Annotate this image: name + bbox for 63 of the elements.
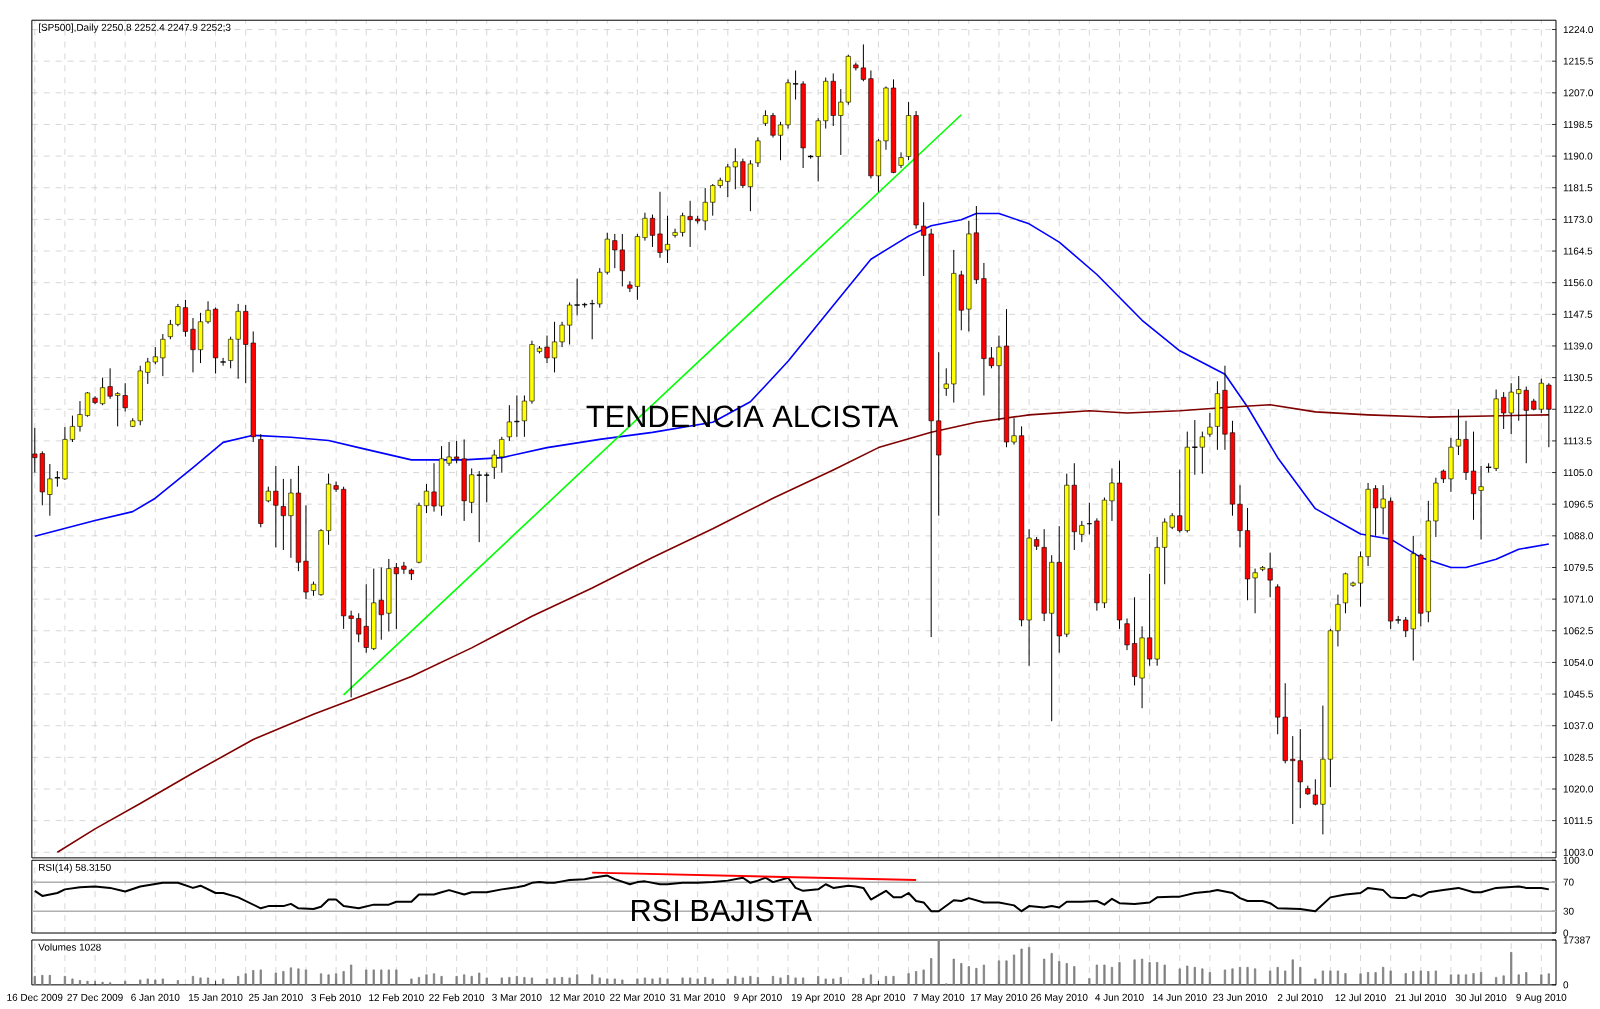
x-tick-label: 9 Aug 2010 — [1516, 993, 1567, 1003]
x-tick-label: 26 May 2010 — [1031, 993, 1088, 1003]
x-tick-label: 12 Jul 2010 — [1335, 993, 1386, 1001]
y-tick-label: 1062.5 — [1563, 627, 1593, 635]
y-tick-label: 1215.5 — [1563, 57, 1593, 65]
x-tick-label: 14 Jun 2010 — [1153, 993, 1207, 1001]
y-tick-label: 1028.5 — [1563, 753, 1593, 761]
x-tick-label: 6 Jan 2010 — [131, 993, 180, 1001]
y-tick-label: 1011.5 — [1563, 816, 1593, 824]
y-tick-label: 100 — [1563, 856, 1580, 864]
y-tick-label: 1147.5 — [1563, 310, 1593, 318]
y-tick-label: 1156.0 — [1563, 278, 1593, 286]
x-tick-label: 3 Mar 2010 — [492, 993, 542, 1001]
y-tick-label: 0 — [1563, 929, 1569, 937]
y-tick-label: 1224.0 — [1563, 25, 1594, 33]
x-tick-label: 21 Jul 2010 — [1395, 993, 1447, 1001]
x-tick-label: 27 Dec 2009 — [67, 993, 123, 1001]
x-tick-label: 23 Jun 2010 — [1213, 993, 1267, 1001]
y-tick-label: 1054.0 — [1563, 658, 1594, 666]
y-tick-label: 1105.0 — [1563, 468, 1593, 476]
x-tick-label: 17 May 2010 — [971, 993, 1028, 1003]
y-tick-label: 1122.0 — [1563, 405, 1593, 413]
x-tick-label: 12 Feb 2010 — [369, 993, 424, 1001]
x-tick-label: 22 Feb 2010 — [429, 993, 485, 1001]
chart-title: Volumes 1028 — [38, 943, 101, 951]
y-tick-label: 1045.5 — [1563, 690, 1593, 698]
y-tick-label: 0 — [1563, 981, 1569, 989]
chart-title: RSI(14) 58.3150 — [39, 863, 111, 873]
x-tick-label: 12 Mar 2010 — [550, 993, 605, 1001]
y-tick-label: 1139.0 — [1563, 342, 1593, 350]
y-tick-label: 1003.0 — [1563, 848, 1594, 856]
annotation: RSI BAJISTA — [632, 899, 812, 922]
y-tick-label: 1130.5 — [1563, 373, 1593, 381]
y-tick-label: 17387 — [1563, 936, 1591, 944]
y-tick-label: 1181.5 — [1563, 183, 1593, 192]
y-tick-label: 1207.0 — [1563, 89, 1594, 97]
x-tick-label: 15 Jan 2010 — [188, 993, 243, 1001]
x-tick-label: 25 Jan 2010 — [249, 993, 303, 1001]
y-tick-label: 1164.5 — [1563, 247, 1593, 255]
y-tick-label: 1020.0 — [1563, 785, 1594, 793]
x-tick-label: 22 Mar 2010 — [610, 993, 665, 1001]
chart-title: [SP500],Daily 2250.8 2252.4 2247.9 2252;3 — [39, 23, 231, 33]
y-tick-label: 1037.0 — [1563, 721, 1594, 729]
y-tick-label: 1096.5 — [1563, 500, 1593, 508]
x-tick-label: 7 May 2010 — [913, 993, 965, 1003]
y-tick-label: 1088.0 — [1563, 532, 1594, 540]
x-tick-label: 4 Jun 2010 — [1095, 993, 1144, 1001]
x-tick-label: 16 Dec 2009 — [7, 993, 63, 1001]
x-tick-label: 28 Apr 2010 — [851, 993, 906, 1003]
y-tick-label: 1071.0 — [1563, 595, 1594, 603]
x-tick-label: 30 Jul 2010 — [1455, 993, 1507, 1001]
y-tick-label: 30 — [1563, 907, 1574, 915]
y-tick-label: 1173.0 — [1563, 215, 1593, 223]
y-tick-label: 1190.0 — [1563, 152, 1593, 160]
x-tick-label: 3 Feb 2010 — [311, 993, 361, 1001]
x-tick-label: 9 Apr 2010 — [734, 993, 782, 1003]
y-tick-label: 1079.5 — [1563, 563, 1593, 571]
x-tick-label: 19 Apr 2010 — [791, 993, 845, 1003]
y-tick-label: 1198.5 — [1563, 120, 1593, 128]
y-tick-label: 1113.5 — [1563, 437, 1592, 445]
y-tick-label: 70 — [1563, 878, 1574, 886]
x-tick-label: 2 Jul 2010 — [1277, 993, 1323, 1001]
x-tick-label: 31 Mar 2010 — [670, 993, 726, 1001]
